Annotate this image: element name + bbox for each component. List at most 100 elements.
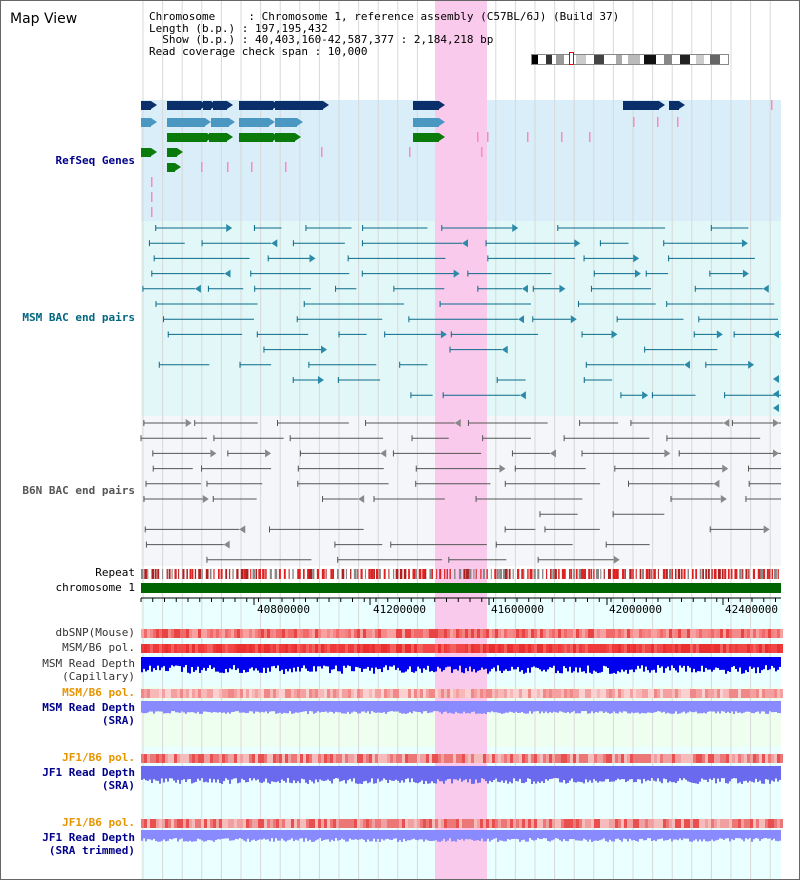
heat-band-segment	[528, 644, 531, 653]
heat-band-segment	[204, 819, 207, 828]
depth-bar	[717, 701, 719, 712]
heat-band-segment	[552, 629, 555, 638]
depth-bar	[143, 830, 145, 839]
depth-bar	[221, 657, 223, 673]
repeat-mark	[537, 569, 540, 579]
heat-band-segment	[303, 629, 306, 638]
depth-bar	[331, 701, 333, 712]
heat-band-segment	[489, 689, 492, 698]
repeat-mark	[721, 569, 724, 579]
track-label-jf1-b6-pol-2[interactable]: JF1/B6 pol.	[62, 816, 135, 829]
depth-bar	[393, 766, 395, 781]
heat-band-segment	[690, 819, 693, 828]
track-label-msm-read-depth-sra[interactable]: MSM Read Depth	[42, 701, 135, 714]
depth-bar	[313, 701, 315, 714]
depth-bar	[321, 701, 323, 712]
depth-bar	[557, 830, 559, 839]
heat-band-segment	[525, 689, 528, 698]
depth-bar	[697, 701, 699, 714]
heat-band-segment	[402, 819, 405, 828]
heat-band-segment	[264, 689, 267, 698]
track-label-msm-read-depth-capillary[interactable]: MSM Read Depth	[42, 657, 135, 670]
repeat-mark	[316, 569, 320, 579]
heat-band-segment	[633, 754, 636, 763]
heat-band-segment	[330, 754, 333, 763]
repeat-mark	[760, 569, 763, 579]
depth-bar	[779, 766, 781, 780]
heat-band-segment	[495, 689, 498, 698]
depth-bar	[301, 766, 303, 779]
depth-bar	[589, 657, 591, 673]
heat-band-segment	[510, 754, 513, 763]
depth-bar	[195, 830, 197, 842]
heat-band-segment	[531, 644, 534, 653]
chromosome-ideogram[interactable]	[531, 54, 729, 65]
depth-bar	[501, 766, 503, 781]
gene-exon	[167, 163, 175, 172]
repeat-mark	[773, 569, 777, 579]
heat-band-segment	[324, 754, 327, 763]
track-label-msm-b6-pol-2[interactable]: MSM/B6 pol.	[62, 686, 135, 699]
track-label-jf1-b6-pol-1[interactable]: JF1/B6 pol.	[62, 751, 135, 764]
track-label-dbsnp[interactable]: dbSNP(Mouse)	[55, 626, 135, 639]
depth-bar	[579, 701, 581, 714]
heat-band-segment	[564, 754, 567, 763]
track-label-msm-b6-pol-1[interactable]: MSM/B6 pol.	[62, 641, 135, 654]
depth-bar	[435, 701, 437, 712]
depth-bar	[475, 830, 477, 841]
depth-bar	[231, 657, 233, 670]
repeat-mark	[220, 569, 223, 579]
repeat-mark	[265, 569, 267, 579]
heat-band-segment	[561, 754, 564, 763]
depth-bar	[739, 701, 741, 713]
track-label-jf1-read-depth-trimmed[interactable]: JF1 Read Depth	[42, 831, 135, 844]
depth-bar	[289, 701, 291, 712]
depth-bar	[523, 657, 525, 674]
track-label-refseq-genes[interactable]: RefSeq Genes	[55, 154, 135, 167]
heat-band-segment	[153, 644, 156, 653]
depth-bar	[711, 830, 713, 840]
depth-bar	[375, 701, 377, 713]
depth-bar	[597, 657, 599, 674]
heat-band-segment	[621, 754, 624, 763]
depth-bar	[469, 701, 471, 714]
depth-bar	[611, 766, 613, 782]
ideogram-position-marker[interactable]	[569, 52, 574, 65]
track-label-msm-bac-end-pairs[interactable]: MSM BAC end pairs	[22, 311, 135, 324]
depth-bar	[755, 830, 757, 839]
depth-bar	[591, 701, 593, 712]
heat-band-segment	[237, 629, 240, 638]
depth-bar	[695, 830, 697, 840]
depth-bar	[163, 657, 165, 667]
depth-bar	[517, 766, 519, 782]
depth-bar	[399, 766, 401, 783]
depth-bar	[197, 657, 199, 667]
heat-band-segment	[660, 644, 663, 653]
heat-band-segment	[750, 819, 753, 828]
heat-band-segment	[510, 644, 513, 653]
heat-band-segment	[711, 629, 714, 638]
heat-band-segment	[486, 689, 489, 698]
refseq-mark	[481, 147, 483, 157]
repeat-mark	[657, 569, 659, 579]
track-label-b6n-bac-end-pairs[interactable]: B6N BAC end pairs	[22, 484, 135, 497]
heat-band-segment	[567, 629, 570, 638]
heat-band-segment	[702, 754, 705, 763]
heat-band-segment	[687, 689, 690, 698]
highlighted-region	[435, 1, 487, 879]
gene-exon	[167, 133, 177, 142]
depth-bar	[663, 657, 665, 673]
heat-band-segment	[393, 754, 396, 763]
heat-band-segment	[690, 644, 693, 653]
depth-bar	[243, 701, 245, 713]
show-range-line: Show (b.p.) : 40,403,160-42,587,377 : 2,…	[149, 33, 494, 46]
heat-band-segment	[585, 689, 588, 698]
depth-bar	[445, 657, 447, 668]
track-label-jf1-read-depth-sra[interactable]: JF1 Read Depth	[42, 766, 135, 779]
depth-bar	[529, 830, 531, 839]
heat-band-segment	[351, 629, 354, 638]
depth-bar	[637, 766, 639, 780]
depth-bar	[741, 657, 743, 674]
depth-bar	[543, 766, 545, 784]
repeat-mark	[505, 569, 508, 579]
